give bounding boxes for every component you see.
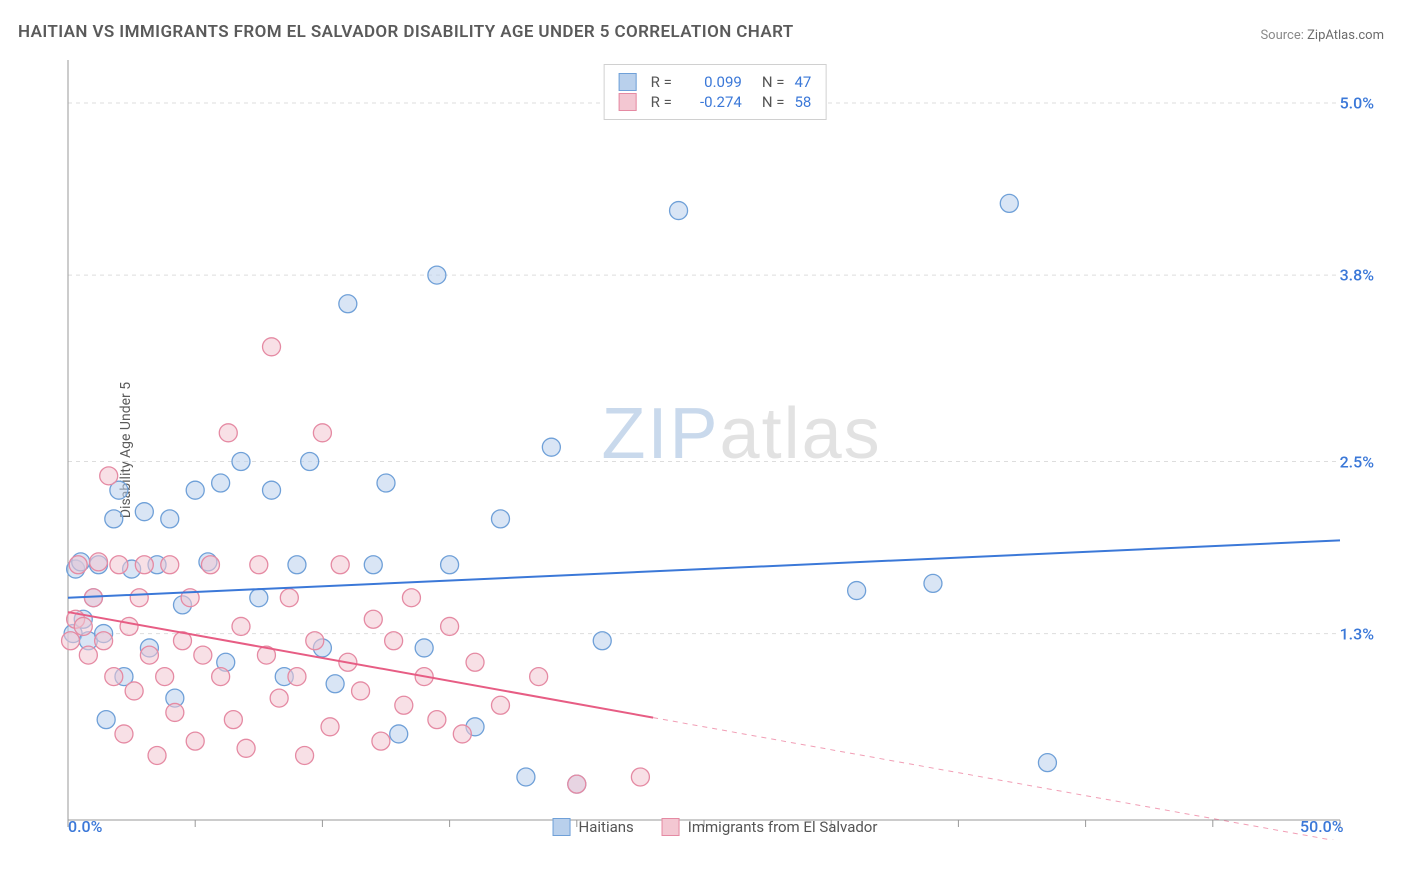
- legend-item: Immigrants from El Salvador: [662, 818, 878, 836]
- plot-area: Disability Age Under 5 ZIPatlas R =0.099…: [50, 60, 1380, 840]
- chart-container: HAITIAN VS IMMIGRANTS FROM EL SALVADOR D…: [0, 0, 1406, 892]
- n-label: N =: [762, 93, 785, 111]
- r-value: -0.274: [682, 93, 742, 111]
- source-value: ZipAtlas.com: [1307, 28, 1384, 43]
- y-tick-label: 1.3%: [1340, 624, 1374, 643]
- correlation-legend: R = 0.099 N = 47 R = -0.274 N = 58: [604, 64, 827, 120]
- legend-label: Immigrants from El Salvador: [688, 818, 878, 836]
- legend-swatch: [553, 818, 571, 836]
- y-tick-label: 2.5%: [1340, 452, 1374, 471]
- source-label: Source:: [1260, 28, 1303, 43]
- y-tick-label: 3.8%: [1340, 266, 1374, 285]
- y-tick-label: 5.0%: [1340, 94, 1374, 113]
- source-attribution: Source: ZipAtlas.com: [1260, 28, 1384, 43]
- scatter-plot-svg: [50, 60, 1380, 840]
- legend-swatch: [619, 93, 637, 111]
- chart-title: HAITIAN VS IMMIGRANTS FROM EL SALVADOR D…: [18, 22, 794, 42]
- legend-label: Haitians: [579, 818, 634, 836]
- legend-swatch: [662, 818, 680, 836]
- x-tick-label: 0.0%: [68, 817, 102, 836]
- n-value: 58: [794, 93, 811, 111]
- legend-item: Haitians: [553, 818, 634, 836]
- r-label: R =: [651, 93, 672, 111]
- series-legend: Haitians Immigrants from El Salvador: [553, 818, 878, 836]
- x-tick-label: 50.0%: [1300, 817, 1344, 836]
- n-label: N =: [762, 73, 785, 91]
- r-label: R =: [651, 73, 672, 91]
- r-value: 0.099: [682, 73, 742, 91]
- n-value: 47: [794, 73, 811, 91]
- legend-swatch: [619, 73, 637, 91]
- legend-row: R = 0.099 N = 47: [619, 73, 812, 91]
- legend-row: R = -0.274 N = 58: [619, 93, 812, 111]
